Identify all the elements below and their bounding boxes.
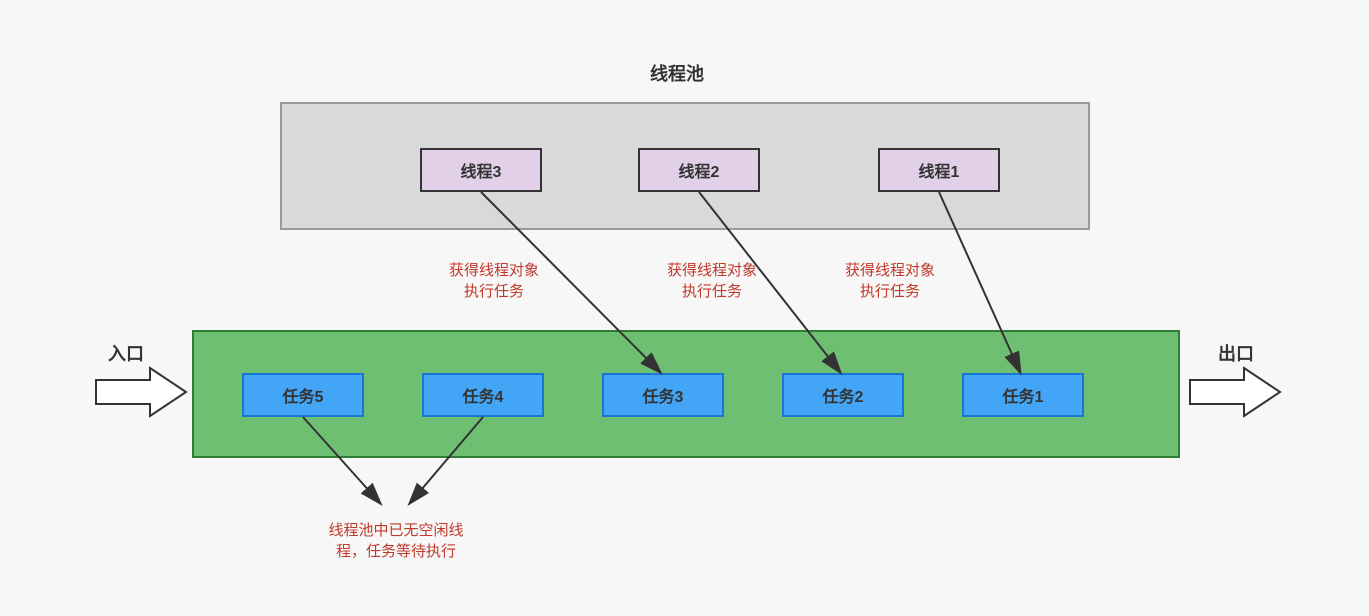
exit-arrow-icon [1190,368,1280,416]
note-line: 程，任务等待执行 [296,541,496,562]
note-label: 获得线程对象执行任务 [632,260,792,302]
thread-box: 线程3 [420,148,542,192]
task-box: 任务5 [242,373,364,417]
task-box: 任务4 [422,373,544,417]
thread-box: 线程2 [638,148,760,192]
note-line: 执行任务 [414,281,574,302]
note-label: 获得线程对象执行任务 [414,260,574,302]
note-line: 执行任务 [810,281,970,302]
task-box: 任务1 [962,373,1084,417]
entry-arrow-icon [96,368,186,416]
note-line: 获得线程对象 [810,260,970,281]
exit-label: 出口 [1218,340,1254,366]
note-line: 获得线程对象 [414,260,574,281]
note-line: 获得线程对象 [632,260,792,281]
thread-box: 线程1 [878,148,1000,192]
note-label: 获得线程对象执行任务 [810,260,970,302]
note-label: 线程池中已无空闲线程，任务等待执行 [296,520,496,562]
diagram-canvas: 线程池 线程3 线程2 线程1 任务5 任务4 任务3 任务2 任务1 入口 出口 获得线程… [0,0,1369,616]
note-line: 线程池中已无空闲线 [296,520,496,541]
task-box: 任务3 [602,373,724,417]
arrows-overlay [0,0,1369,616]
note-line: 执行任务 [632,281,792,302]
task-box: 任务2 [782,373,904,417]
pool-title: 线程池 [650,60,704,86]
entry-label: 入口 [108,340,144,366]
